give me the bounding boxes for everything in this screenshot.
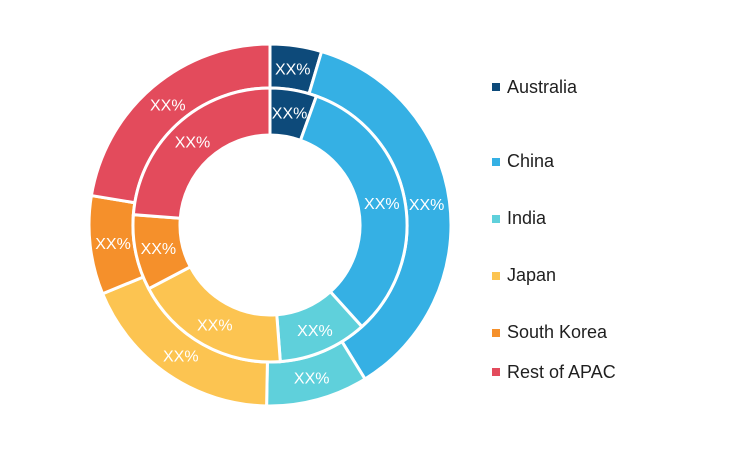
outer-data-label: XX% [294, 370, 330, 387]
inner-data-label: XX% [272, 106, 308, 123]
inner-slice-china [298, 94, 409, 329]
legend-item: Japan [492, 247, 616, 304]
legend-label: China [507, 151, 555, 171]
legend-label: South Korea [507, 322, 608, 342]
legend-swatch [492, 368, 500, 376]
inner-data-label: XX% [364, 196, 400, 213]
outer-data-label: XX% [275, 62, 311, 79]
legend-swatch [492, 83, 500, 91]
legend-item: Rest of APAC [492, 361, 616, 383]
legend-swatch [492, 328, 500, 337]
outer-data-label: XX% [163, 348, 199, 365]
legend-label: Australia [507, 76, 578, 97]
inner-data-label: XX% [297, 323, 333, 340]
legend-swatch [492, 214, 500, 223]
legend-label: Rest of APAC [507, 361, 616, 382]
legend-item: China [492, 133, 616, 190]
inner-data-label: XX% [175, 134, 211, 151]
outer-data-label: XX% [409, 197, 445, 214]
outer-data-label: XX% [95, 236, 131, 253]
legend-item: Australia [492, 76, 616, 98]
legend-swatch [492, 271, 500, 280]
inner-slice-rest-of-apac [131, 86, 272, 220]
legend-item: South Korea [492, 304, 616, 361]
legend-label: India [507, 208, 547, 228]
legend-label: Japan [507, 265, 557, 285]
legend-item: India [492, 190, 616, 247]
legend-swatch [492, 157, 500, 166]
outer-data-label: XX% [150, 98, 186, 115]
inner-data-label: XX% [197, 318, 233, 335]
inner-data-label: XX% [141, 241, 177, 258]
chart-legend: Australia China India Japan South Korea Rest … [492, 76, 616, 383]
